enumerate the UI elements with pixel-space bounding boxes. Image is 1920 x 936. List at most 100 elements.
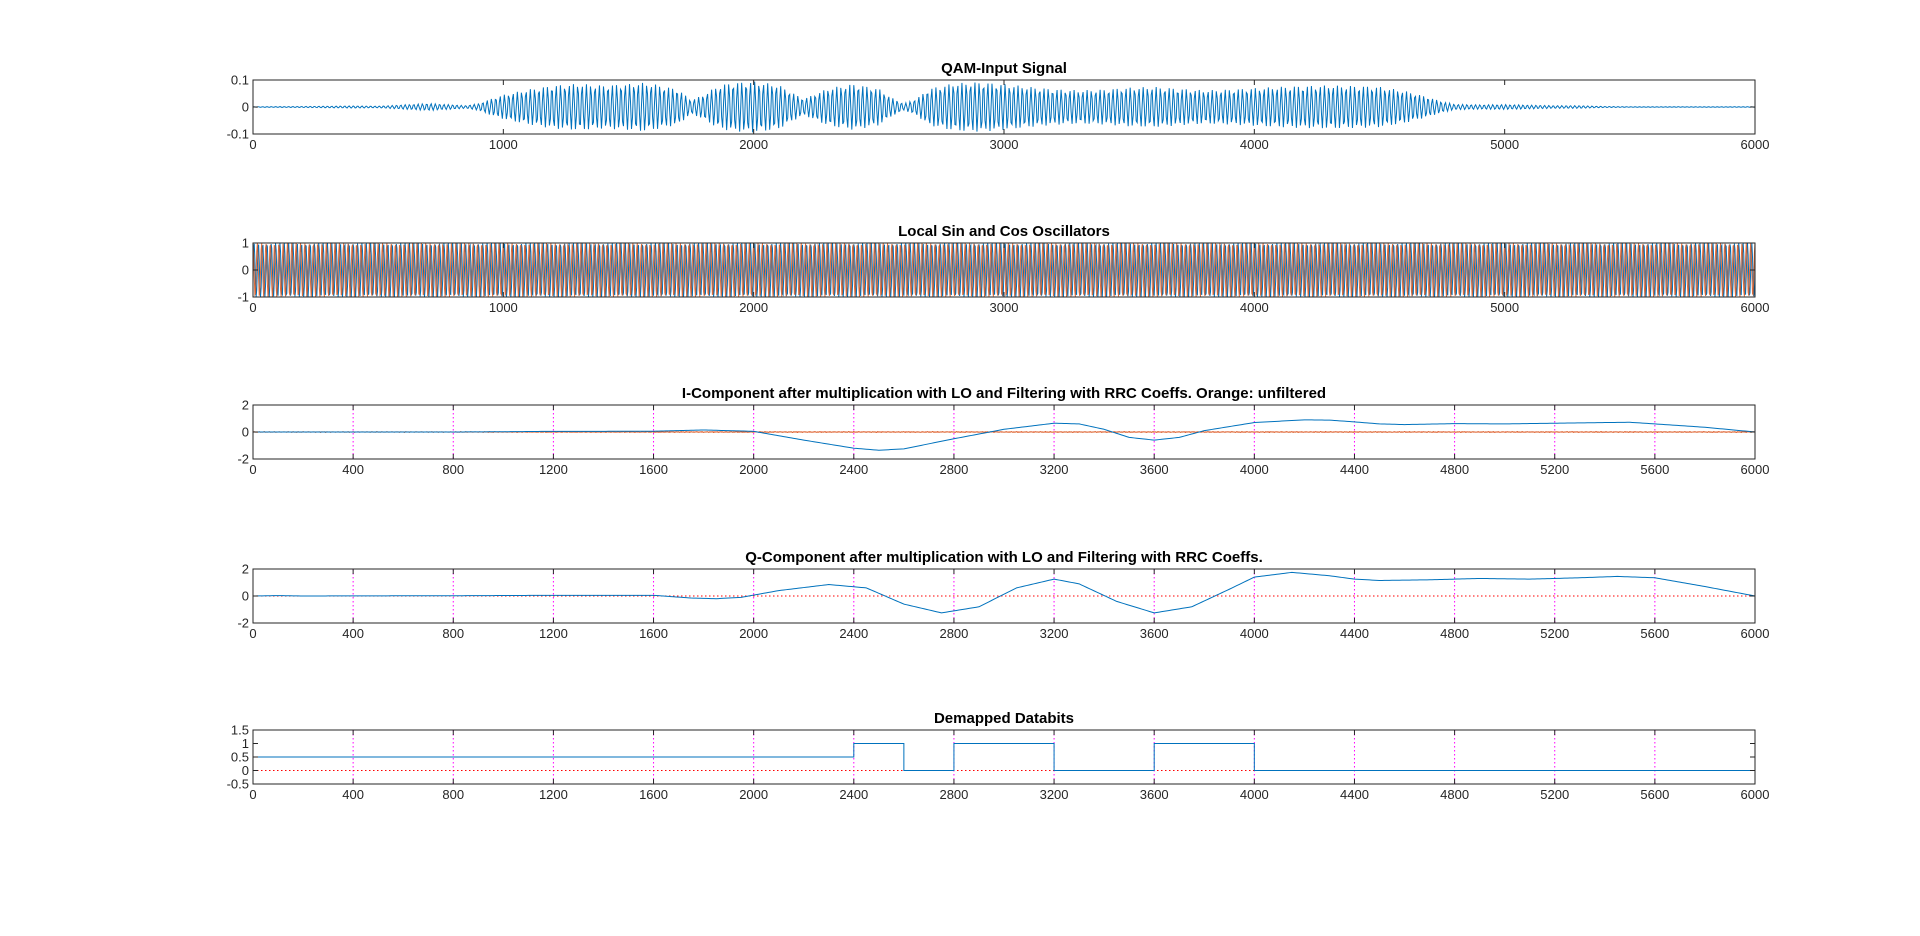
x-tick-label: 0: [249, 787, 256, 802]
y-tick-label: 0.5: [231, 750, 249, 765]
x-tick-label: 5000: [1490, 137, 1519, 152]
series-sin-oscillator: [253, 243, 1755, 297]
plot-area: [253, 243, 1755, 297]
x-tick-label: 0: [249, 300, 256, 315]
x-tick-label: 3200: [1040, 787, 1069, 802]
x-tick-label: 3000: [990, 137, 1019, 152]
chart-title: Demapped Databits: [934, 710, 1074, 727]
chart-title: Local Sin and Cos Oscillators: [898, 223, 1110, 240]
x-tick-label: 1200: [539, 787, 568, 802]
x-tick-label: 5600: [1640, 787, 1669, 802]
series-filtered: [253, 571, 1755, 614]
x-tick-label: 400: [342, 787, 364, 802]
y-tick-label: -0.1: [227, 127, 249, 142]
x-tick-label: 800: [442, 626, 464, 641]
x-tick-label: 4400: [1340, 626, 1369, 641]
x-tick-label: 2400: [839, 626, 868, 641]
chart-title: QAM-Input Signal: [941, 60, 1067, 77]
y-tick-label: 0: [242, 425, 249, 440]
y-tick-label: -1: [237, 290, 249, 305]
x-tick-label: 5200: [1540, 626, 1569, 641]
x-tick-label: 0: [249, 462, 256, 477]
subplot-1: 0 1000 2000 3000 4000 5000 6000-0.100.1QAM-Inp…: [227, 60, 1770, 152]
x-tick-label: 6000: [1741, 462, 1770, 477]
x-tick-label: 1200: [539, 462, 568, 477]
y-tick-label: 0: [242, 100, 249, 115]
plot-area: [253, 730, 1755, 784]
x-tick-label: 6000: [1741, 300, 1770, 315]
x-tick-label: 4800: [1440, 626, 1469, 641]
subplot-3: 0 400 800 1200 1600 2000 2400 2800 3200 3600 4000 4…: [237, 385, 1769, 477]
x-tick-label: 6000: [1741, 137, 1770, 152]
y-tick-label: -2: [237, 452, 249, 467]
x-tick-label: 3000: [990, 300, 1019, 315]
x-tick-label: 4000: [1240, 137, 1269, 152]
x-tick-label: 2800: [939, 462, 968, 477]
x-tick-label: 4800: [1440, 462, 1469, 477]
x-tick-label: 2000: [739, 137, 768, 152]
x-tick-label: 2800: [939, 626, 968, 641]
x-tick-label: 5600: [1640, 626, 1669, 641]
x-tick-label: 6000: [1741, 626, 1770, 641]
subplot-5: 0 400 800 1200 1600 2000 2400 2800 3200 3600 4000 4…: [227, 710, 1770, 802]
x-tick-label: 2400: [839, 787, 868, 802]
plot-area: [253, 81, 1755, 133]
x-tick-label: 1600: [639, 462, 668, 477]
x-tick-label: 1000: [489, 300, 518, 315]
y-tick-label: 0: [242, 763, 249, 778]
x-tick-label: 800: [442, 787, 464, 802]
y-tick-label: 1: [242, 236, 249, 251]
series-qam-input: [253, 81, 1755, 133]
x-tick-label: 1600: [639, 626, 668, 641]
x-tick-label: 2000: [739, 300, 768, 315]
x-tick-label: 2000: [739, 462, 768, 477]
y-tick-label: 0: [242, 263, 249, 278]
x-tick-label: 5200: [1540, 462, 1569, 477]
plot-area: [253, 405, 1755, 459]
x-tick-label: 3600: [1140, 462, 1169, 477]
y-tick-label: 1.5: [231, 723, 249, 738]
x-tick-label: 4000: [1240, 462, 1269, 477]
y-tick-label: 0.1: [231, 73, 249, 88]
x-tick-label: 1000: [489, 137, 518, 152]
x-tick-label: 400: [342, 626, 364, 641]
x-tick-label: 3200: [1040, 462, 1069, 477]
y-tick-label: 1: [242, 736, 249, 751]
x-tick-label: 1600: [639, 787, 668, 802]
x-tick-label: 4000: [1240, 787, 1269, 802]
x-tick-label: 4800: [1440, 787, 1469, 802]
x-tick-label: 1200: [539, 626, 568, 641]
x-tick-label: 2000: [739, 626, 768, 641]
x-tick-label: 3200: [1040, 626, 1069, 641]
x-tick-label: 3600: [1140, 787, 1169, 802]
x-tick-label: 3600: [1140, 626, 1169, 641]
x-tick-label: 400: [342, 462, 364, 477]
chart-title: I-Component after multiplication with LO…: [682, 385, 1326, 402]
x-tick-label: 2400: [839, 462, 868, 477]
chart-title: Q-Component after multiplication with LO…: [745, 549, 1263, 566]
plot-area: [253, 569, 1755, 623]
x-tick-label: 4400: [1340, 462, 1369, 477]
x-tick-label: 0: [249, 137, 256, 152]
x-tick-label: 4000: [1240, 300, 1269, 315]
x-tick-label: 2800: [939, 787, 968, 802]
x-tick-label: 4000: [1240, 626, 1269, 641]
x-tick-label: 6000: [1741, 787, 1770, 802]
series-filtered: [253, 419, 1755, 451]
x-tick-label: 5600: [1640, 462, 1669, 477]
y-tick-label: 2: [242, 562, 249, 577]
x-tick-label: 5000: [1490, 300, 1519, 315]
series-databits: [253, 743, 1755, 771]
subplot-4: 0 400 800 1200 1600 2000 2400 2800 3200 3600 4000 4…: [237, 549, 1769, 641]
y-tick-label: -0.5: [227, 777, 249, 792]
y-tick-label: -2: [237, 616, 249, 631]
x-tick-label: 5200: [1540, 787, 1569, 802]
y-tick-label: 0: [242, 589, 249, 604]
x-tick-label: 800: [442, 462, 464, 477]
x-tick-label: 2000: [739, 787, 768, 802]
x-tick-label: 4400: [1340, 787, 1369, 802]
y-tick-label: 2: [242, 398, 249, 413]
x-tick-label: 0: [249, 626, 256, 641]
